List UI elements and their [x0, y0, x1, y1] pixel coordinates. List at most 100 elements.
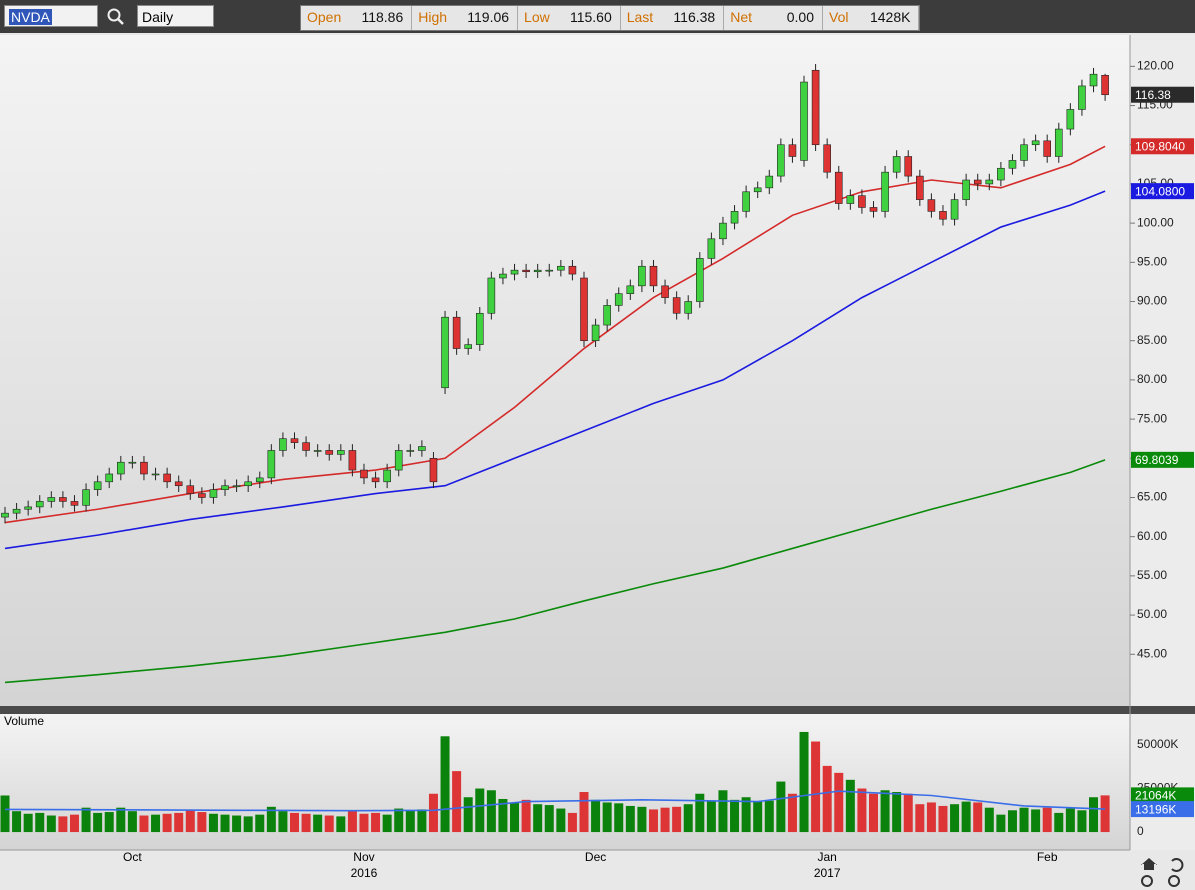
- ma-line: [4, 790, 1106, 812]
- volume-bar: [903, 793, 913, 833]
- volume-bar: [313, 814, 323, 833]
- candle-body: [545, 269, 554, 272]
- candle-body: [904, 156, 913, 177]
- volume-bar: [104, 812, 114, 833]
- quote-value: 1428K: [854, 6, 920, 30]
- symbol-input[interactable]: NVDA: [4, 5, 98, 27]
- volume-bar: [672, 806, 682, 833]
- volume-bar: [915, 804, 925, 833]
- candle-body: [1078, 85, 1086, 110]
- candle-body: [939, 211, 947, 220]
- volume-bar: [452, 771, 462, 833]
- x-tick-label: Jan: [818, 850, 837, 864]
- value-tag: [1131, 787, 1194, 804]
- value-tag: [1131, 86, 1194, 103]
- candle-body: [452, 316, 461, 349]
- volume-bar: [984, 807, 994, 833]
- search-icon[interactable]: [106, 7, 126, 27]
- candle-body: [591, 324, 600, 342]
- volume-bar: [46, 815, 56, 833]
- y-tick-label: 50000K: [1137, 737, 1178, 751]
- candle-body: [985, 179, 994, 185]
- volume-bar: [556, 808, 566, 833]
- x-tick-label: Dec: [585, 850, 606, 864]
- candle-body: [649, 265, 658, 287]
- symbol: NVDA: [9, 9, 52, 25]
- volume-bar: [996, 814, 1006, 833]
- y-tick-label: 75.00: [1137, 411, 1167, 425]
- candle-body: [522, 269, 530, 273]
- volume-bar: [1042, 807, 1052, 833]
- candle-body: [313, 450, 322, 452]
- volume-bar: [695, 793, 705, 833]
- volume-bar: [208, 813, 218, 833]
- candle-body: [719, 222, 727, 240]
- nav-icons[interactable]: [1141, 858, 1184, 887]
- candle-body: [348, 450, 357, 471]
- candle-body: [244, 481, 252, 487]
- volume-bar: [12, 811, 22, 833]
- volume-bar: [151, 814, 161, 833]
- year-label: 2017: [814, 866, 841, 880]
- candle-body: [1043, 140, 1051, 157]
- candle-body: [186, 485, 195, 494]
- candle-body: [811, 69, 820, 146]
- candle-body: [1020, 144, 1028, 161]
- candle-body: [1031, 140, 1040, 146]
- candle-body: [499, 273, 507, 279]
- volume-bar: [139, 815, 149, 833]
- volume-bar: [811, 741, 821, 833]
- candle-body: [858, 195, 866, 208]
- volume-bar: [440, 736, 450, 833]
- value-tag-label: 21064K: [1135, 789, 1176, 803]
- volume-bar: [1019, 807, 1029, 833]
- volume-bar: [1089, 797, 1099, 833]
- volume-bar: [579, 792, 589, 833]
- candle-body: [93, 481, 102, 490]
- volume-bar: [359, 813, 369, 833]
- candle-body: [1, 512, 9, 518]
- candle-body: [881, 171, 889, 212]
- volume-bar: [787, 793, 797, 833]
- y-tick-label: 65.00: [1137, 490, 1167, 504]
- quote-label: Low: [524, 9, 550, 25]
- candle-body: [105, 473, 114, 483]
- volume-bar: [69, 814, 79, 833]
- candle-body: [730, 211, 739, 224]
- candle-body: [788, 144, 797, 157]
- candle-body: [684, 301, 693, 314]
- candle-body: [394, 450, 403, 471]
- y-tick-label: 50.00: [1137, 607, 1167, 621]
- candle-body: [209, 489, 218, 498]
- volume-bar: [301, 813, 311, 833]
- volume-bar: [243, 816, 253, 833]
- candle-body: [232, 485, 241, 488]
- volume-title: Volume: [4, 714, 44, 728]
- volume-bar: [533, 804, 543, 833]
- candle-body: [672, 297, 681, 314]
- volume-bar: [973, 802, 983, 833]
- candle-body: [533, 269, 542, 273]
- value-tag: [1131, 183, 1194, 200]
- candle-body: [418, 446, 426, 451]
- candle-body: [441, 316, 449, 389]
- volume-bar: [116, 807, 126, 833]
- volume-bar: [347, 811, 357, 833]
- y-tick-label: 55.00: [1137, 568, 1167, 582]
- candle-body: [777, 144, 785, 177]
- candle-body: [24, 506, 32, 510]
- volume-bar: [58, 816, 68, 833]
- interval-select[interactable]: Daily: [137, 5, 214, 27]
- y-tick-label: 90.00: [1137, 294, 1167, 308]
- volume-bar: [35, 812, 45, 833]
- volume-bar: [869, 793, 878, 833]
- candle-body: [916, 175, 924, 200]
- volume-bar: [730, 799, 740, 833]
- candle-body: [753, 187, 762, 193]
- candle-body: [59, 497, 67, 502]
- volume-bar: [776, 781, 786, 833]
- quote-value: 119.06: [453, 6, 519, 30]
- candle-body: [117, 461, 125, 475]
- volume-bar: [93, 812, 103, 833]
- volume-bar: [614, 803, 624, 833]
